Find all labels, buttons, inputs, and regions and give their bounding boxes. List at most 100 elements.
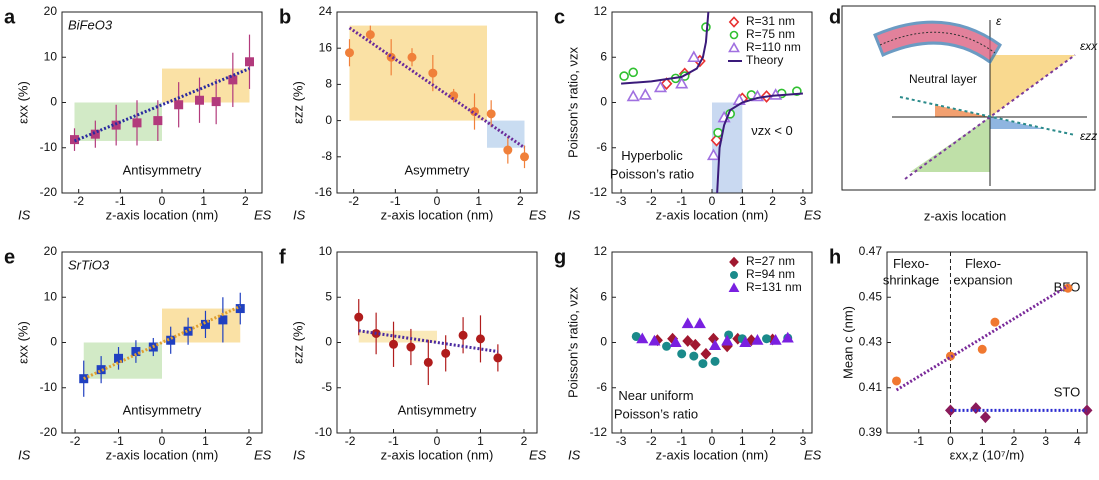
legend-swatch — [728, 41, 740, 53]
diagram-frame — [841, 5, 1096, 191]
marker — [345, 48, 354, 58]
y-tick-label: 0 — [325, 335, 332, 349]
side-label: IS — [568, 447, 581, 462]
x-tick-label: 1 — [739, 434, 746, 448]
x-tick-label: 0 — [709, 434, 716, 448]
y-axis-label: Mean c (nm) — [840, 306, 855, 379]
y-tick-label: 16 — [319, 40, 333, 54]
fit-line — [358, 329, 499, 354]
x-tick-label: 0 — [159, 434, 166, 448]
y-tick-label: 6 — [600, 49, 607, 63]
legend-label: R=31 nm — [746, 14, 795, 28]
y-axis-label: εxx (%) — [15, 81, 30, 124]
x-tick-label: 2 — [1011, 434, 1018, 448]
x-tick-label: 0 — [709, 194, 716, 208]
panel-label: c — [554, 6, 565, 28]
x-tick-label: 2 — [517, 194, 524, 208]
legend-label: R=75 nm — [746, 27, 795, 41]
x-tick-label: -2 — [646, 434, 657, 448]
y-tick-label: -10 — [40, 140, 58, 154]
panel-label: f — [279, 246, 286, 268]
annotation: Antisymmetry — [398, 403, 477, 418]
x-tick-label: -1 — [115, 194, 126, 208]
y-tick-label: 10 — [44, 49, 58, 63]
side-label: IS — [293, 447, 306, 462]
marker — [698, 359, 708, 369]
x-tick-label: 0 — [159, 194, 166, 208]
annotation: Poisson’s ratio — [614, 406, 698, 421]
x-tick-label: 1 — [200, 194, 207, 208]
marker — [493, 353, 503, 363]
x-tick-label: -3 — [616, 194, 627, 208]
panel-label: b — [279, 6, 291, 28]
legend-label: R=27 nm — [746, 254, 795, 268]
marker — [710, 133, 723, 147]
panel-label: d — [829, 6, 841, 28]
x-tick-label: 2 — [769, 194, 776, 208]
y-tick-label: 24 — [319, 4, 333, 18]
annotation: Near uniform — [618, 388, 693, 403]
marker — [90, 129, 100, 139]
panel-label: h — [829, 246, 841, 268]
x-axis-label: z-axis location — [924, 208, 1006, 223]
y-tick-label: 10 — [319, 244, 333, 258]
bent-layer — [873, 20, 1002, 65]
shaded-region — [358, 330, 437, 343]
annotation: Asymmetry — [405, 163, 471, 178]
shaded-region — [349, 25, 487, 121]
marker — [407, 52, 417, 62]
marker — [211, 97, 221, 107]
y-axis-label: Poisson’s ratio, νzx — [565, 46, 580, 158]
marker — [406, 342, 416, 352]
marker — [520, 152, 529, 162]
y-tick-label: -10 — [40, 380, 58, 394]
x-tick-label: -2 — [70, 434, 81, 448]
marker — [195, 95, 204, 105]
y-tick-label: 12 — [594, 244, 608, 258]
marker — [979, 411, 991, 424]
x-tick-label: -2 — [646, 194, 657, 208]
legend-label: R=94 nm — [746, 267, 795, 281]
legend-label: R=110 nm — [746, 40, 801, 54]
marker — [970, 402, 982, 415]
x-tick-label: 1 — [475, 194, 482, 208]
y-tick-label: 0 — [600, 95, 607, 109]
x-tick-label: 3 — [800, 194, 807, 208]
x-tick-label: 4 — [1074, 434, 1081, 448]
diagram-label: εzz — [1080, 129, 1097, 143]
marker — [389, 339, 399, 349]
y-tick-label: -20 — [40, 425, 58, 439]
marker — [235, 304, 245, 314]
y-axis-label: εxx (%) — [15, 321, 30, 364]
side-label: ES — [804, 207, 822, 222]
x-axis-label: z-axis location (nm) — [656, 207, 769, 222]
legend-label: Theory — [746, 53, 783, 67]
marker — [710, 356, 720, 366]
marker — [689, 351, 699, 361]
marker — [977, 344, 987, 354]
y-tick-label: 0 — [50, 95, 57, 109]
annotation: Antisymmetry — [123, 403, 202, 418]
fit-line — [83, 304, 241, 381]
y-axis-label: Poisson’s ratio, νzx — [565, 286, 580, 398]
diagram-label: Neutral layer — [909, 72, 977, 86]
fit-line — [73, 67, 251, 143]
y-tick-label: 10 — [44, 289, 58, 303]
fit-line — [348, 26, 526, 149]
annotation: Poisson’s ratio — [610, 166, 694, 181]
x-tick-label: 1 — [739, 194, 746, 208]
annotation: expansion — [953, 272, 1012, 287]
marker — [713, 127, 723, 138]
x-tick-label: 2 — [521, 434, 528, 448]
x-tick-label: -1 — [676, 434, 687, 448]
marker — [183, 326, 193, 336]
y-tick-label: 0.43 — [859, 335, 883, 349]
y-tick-label: 0 — [325, 113, 332, 127]
marker — [1063, 283, 1073, 293]
x-tick-label: 0 — [434, 434, 441, 448]
y-axis-label: εzz (%) — [290, 321, 305, 364]
x-axis-label: z-axis location (nm) — [381, 207, 494, 222]
marker — [662, 341, 672, 351]
marker — [166, 335, 176, 345]
marker — [354, 312, 364, 322]
